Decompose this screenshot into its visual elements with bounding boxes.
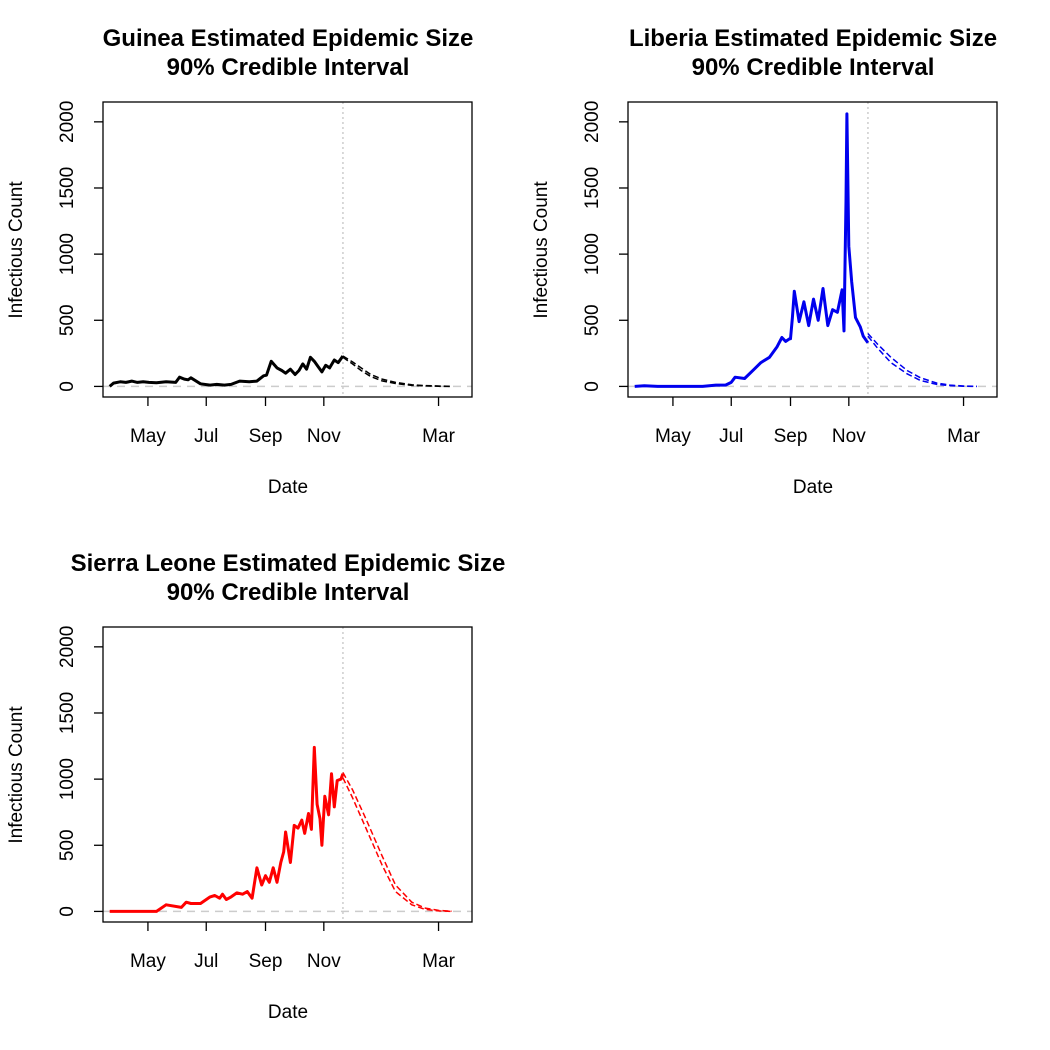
y-tick-label: 0: [57, 381, 78, 392]
y-axis-label: Infectious Count: [6, 181, 27, 319]
x-tick-label: Mar: [947, 426, 980, 447]
plot-frame: [102, 626, 473, 923]
liberia-chart: Liberia Estimated Epidemic Size 90% Cred…: [531, 25, 998, 498]
forecast-lower-bound-line: [867, 335, 977, 388]
x-tick-label: Jul: [194, 951, 218, 972]
y-tick-label: 0: [57, 906, 78, 917]
y-tick-label: 2000: [57, 101, 78, 143]
plot-marks: May Jul Sep Nov Mar 0 500 1000 1500 2000: [582, 101, 998, 447]
y-tick-label: 1500: [582, 167, 603, 209]
chart-title-line1: Sierra Leone Estimated Epidemic Size: [71, 550, 506, 577]
x-tick-label: Nov: [832, 426, 866, 447]
x-tick-label: May: [130, 426, 166, 447]
x-tick-label: May: [130, 951, 166, 972]
x-tick-label: Mar: [422, 426, 455, 447]
chart-title-line2: 90% Credible Interval: [167, 579, 410, 606]
x-tick-label: May: [655, 426, 691, 447]
chart-title-line1: Guinea Estimated Epidemic Size: [103, 25, 474, 52]
guinea-chart: Guinea Estimated Epidemic Size 90% Credi…: [6, 25, 473, 498]
y-tick-label: 500: [57, 829, 78, 861]
y-tick-label: 500: [582, 304, 603, 336]
x-tick-label: Nov: [307, 426, 341, 447]
y-tick-label: 1500: [57, 692, 78, 734]
forecast-upper-bound-line: [342, 772, 452, 912]
plot-frame: [627, 101, 998, 398]
x-tick-label: Sep: [249, 951, 283, 972]
y-tick-label: 1500: [57, 167, 78, 209]
chart-title-line1: Liberia Estimated Epidemic Size: [629, 25, 997, 52]
x-axis-label: Date: [268, 477, 308, 498]
chart-title-line2: 90% Credible Interval: [692, 54, 935, 81]
y-axis-label: Infectious Count: [6, 706, 27, 844]
y-tick-label: 0: [582, 381, 603, 392]
x-tick-label: Nov: [307, 951, 341, 972]
y-tick-label: 1000: [582, 233, 603, 275]
y-tick-label: 1000: [57, 758, 78, 800]
chart-title-line2: 90% Credible Interval: [167, 54, 410, 81]
y-tick-label: 1000: [57, 233, 78, 275]
plot-marks: May Jul Sep Nov Mar 0 500 1000 1500 2000: [57, 626, 473, 972]
sierra-leone-chart: Sierra Leone Estimated Epidemic Size 90%…: [6, 550, 505, 1023]
x-tick-label: Sep: [249, 426, 283, 447]
observed-series-line: [108, 355, 345, 388]
plot-marks: May Jul Sep Nov Mar 0 500 1000 1500 2000: [57, 101, 473, 447]
y-tick-label: 500: [57, 304, 78, 336]
observed-series-line: [109, 745, 345, 913]
observed-series-line: [634, 112, 870, 388]
y-tick-label: 2000: [57, 626, 78, 668]
x-axis-label: Date: [268, 1002, 308, 1023]
x-tick-label: Sep: [774, 426, 808, 447]
y-tick-label: 2000: [582, 101, 603, 143]
x-tick-label: Jul: [719, 426, 743, 447]
plot-frame: [102, 101, 473, 398]
x-tick-label: Mar: [422, 951, 455, 972]
y-axis-label: Infectious Count: [531, 181, 552, 319]
x-axis-label: Date: [793, 477, 833, 498]
x-tick-label: Jul: [194, 426, 218, 447]
